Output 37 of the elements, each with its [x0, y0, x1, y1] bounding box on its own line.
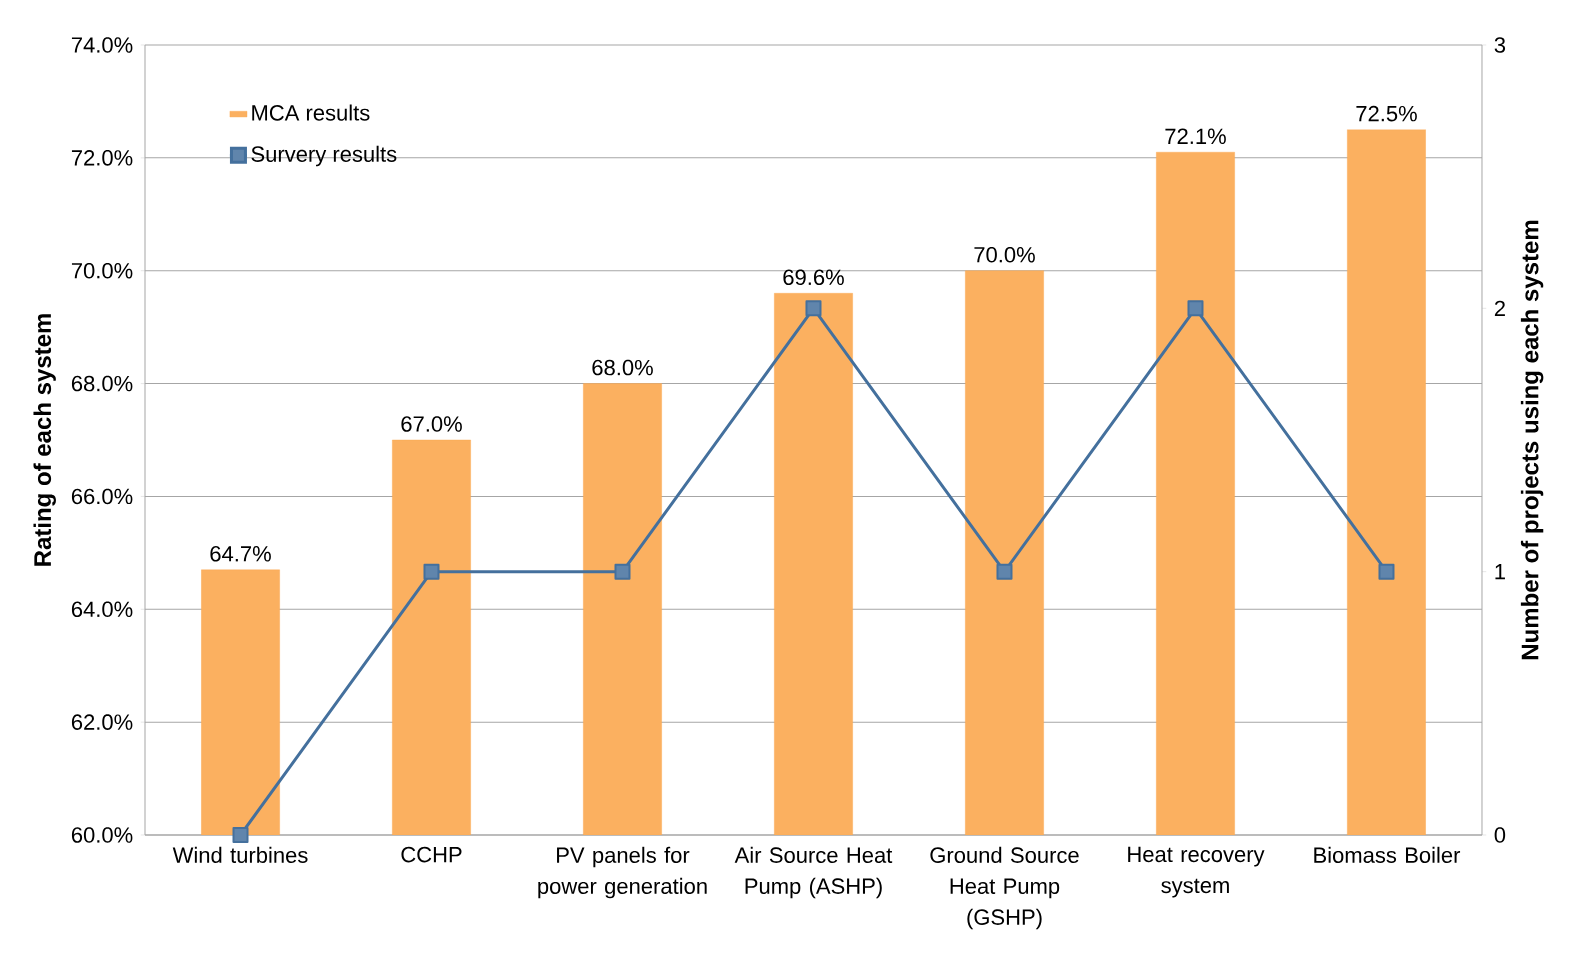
x-tick-label: Ground Source Heat Pump (GSHP)	[930, 846, 1079, 930]
y2-tick-label: 1	[1495, 564, 1505, 580]
data-label: 72.5%	[1356, 105, 1417, 122]
legend-label: Survery results	[251, 145, 397, 167]
x-tick-label: PV panels for power generation	[538, 846, 707, 899]
point	[423, 563, 440, 580]
y-tick-label: 72.0%	[71, 150, 133, 166]
y2-tick-label: 3	[1494, 37, 1506, 53]
data-label: 67.0%	[401, 416, 462, 432]
data-label: 69.6%	[783, 269, 844, 286]
legend-label: MCA results	[252, 104, 370, 121]
x-tick-label: CCHP	[401, 846, 462, 863]
y2-axis-title: Number of projects using each system	[1520, 220, 1544, 660]
point	[805, 300, 822, 317]
y-tick-label: 64.0%	[71, 601, 133, 618]
data-label: 72.1%	[1165, 128, 1226, 144]
y-tick-label: 70.0%	[71, 262, 133, 279]
data-label: 70.0%	[974, 246, 1035, 263]
y-tick-label: 68.0%	[71, 375, 133, 392]
x-tick-label: Air Source Heat Pump (ASHP)	[734, 846, 893, 899]
y-tick-label: 62.0%	[71, 714, 133, 730]
y-axis-title: Rating of each system	[33, 314, 56, 566]
point	[614, 563, 631, 580]
y-tick-label: 66.0%	[71, 488, 133, 505]
point	[1187, 300, 1204, 317]
point	[996, 563, 1013, 580]
x-tick-label: Biomass Boiler	[1314, 846, 1461, 863]
y-tick-label: 60.0%	[71, 827, 133, 843]
x-tick-label: Heat recovery system	[1128, 846, 1265, 898]
y2-tick-label: 2	[1494, 300, 1505, 317]
point	[232, 827, 249, 843]
point	[1378, 563, 1395, 580]
y-tick-label: 74.0%	[71, 37, 133, 53]
x-tick-label: Wind turbines	[172, 846, 308, 863]
y2-tick-label: 0	[1494, 827, 1506, 843]
data-label: 64.7%	[210, 546, 271, 562]
data-label: 68.0%	[592, 359, 653, 376]
